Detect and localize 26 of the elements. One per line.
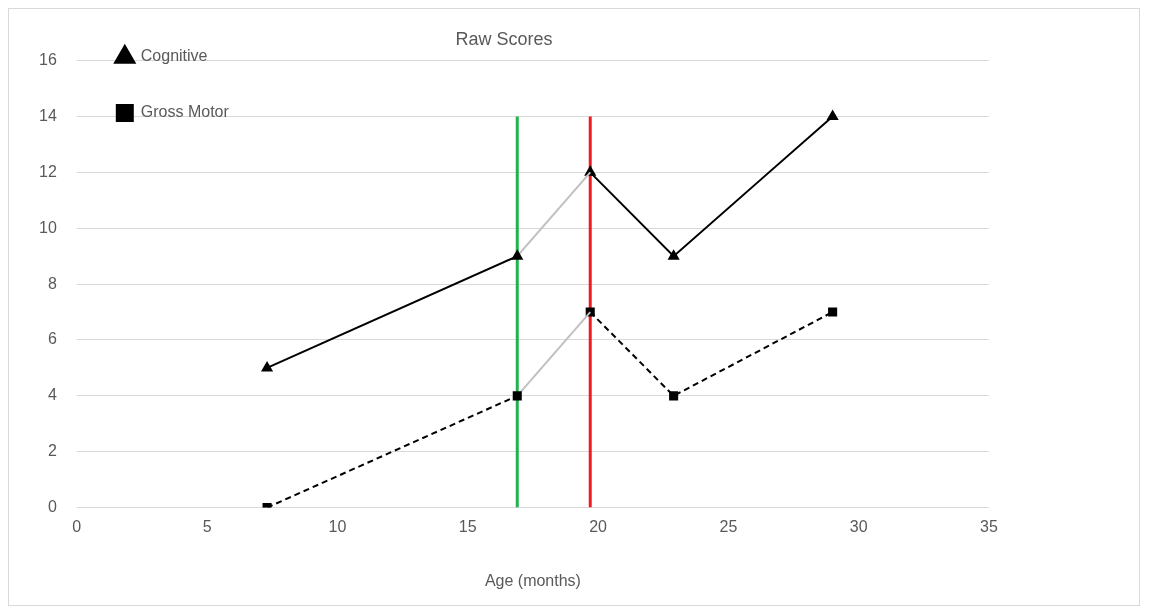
legend-label: Cognitive (140, 47, 208, 65)
x-tick-label: 35 (980, 517, 998, 535)
point (512, 391, 522, 401)
point (827, 110, 838, 120)
x-tick-label: 30 (849, 517, 868, 535)
point (828, 307, 838, 317)
x-tick-label: 5 (202, 517, 212, 535)
y-tick-label: 4 (47, 386, 57, 404)
y-tick-label: 8 (47, 274, 57, 292)
x-tick-label: 15 (458, 517, 477, 535)
y-tick-label: 16 (39, 51, 57, 69)
y-tick-label: 12 (39, 162, 57, 180)
y-tick-label: 14 (39, 106, 57, 124)
legend-label: Gross Motor (140, 103, 230, 121)
chart-title: Raw Scores (455, 28, 553, 49)
y-tick-label: 10 (39, 218, 57, 236)
x-tick-label: 20 (589, 517, 608, 535)
x-tick-label: 25 (719, 517, 738, 535)
point (668, 250, 679, 260)
x-tick-label: 10 (328, 517, 347, 535)
x-tick-label: 0 (72, 517, 82, 535)
point (669, 391, 679, 401)
y-tick-label: 6 (47, 330, 57, 348)
x-axis-title: Age (months) (484, 571, 581, 589)
y-tick-label: 2 (47, 442, 57, 460)
y-tick-label: 0 (47, 498, 57, 516)
